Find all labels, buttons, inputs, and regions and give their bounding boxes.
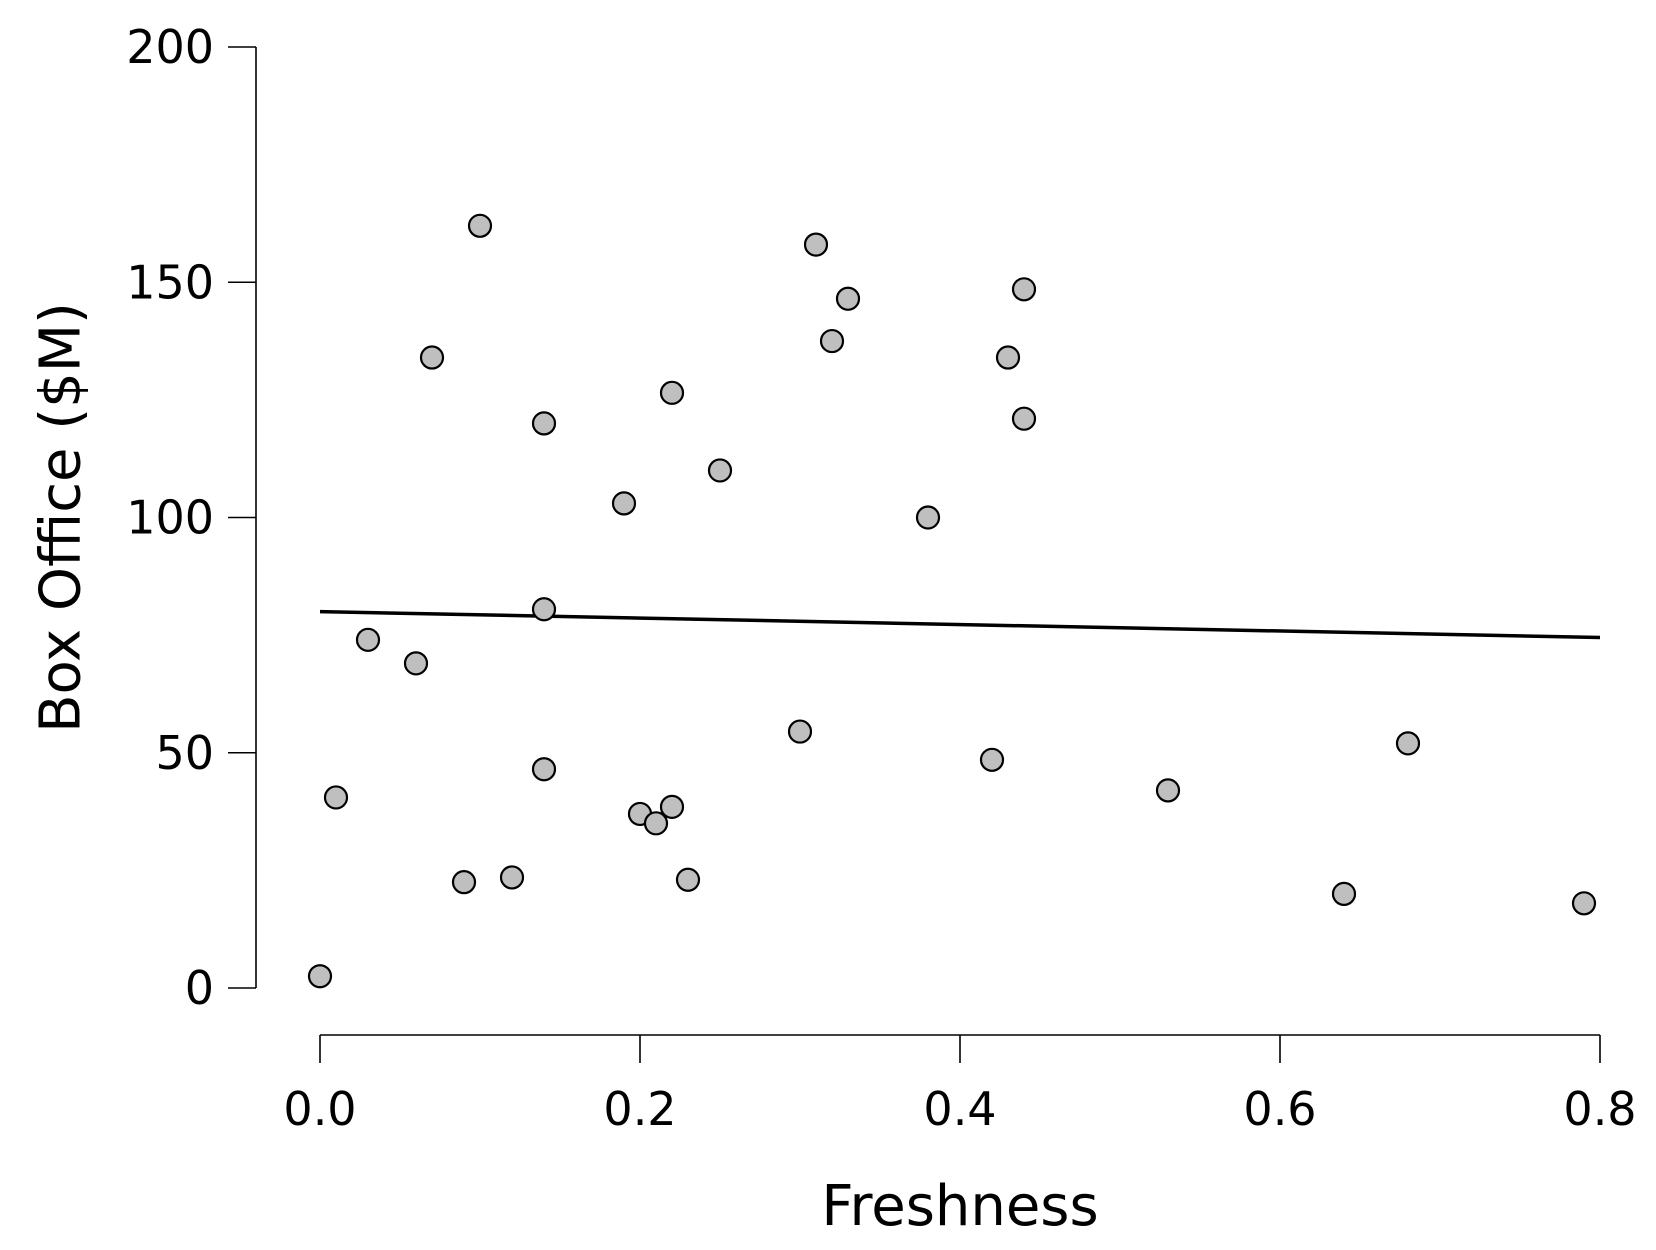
x-tick-label: 0.2	[603, 1082, 676, 1136]
data-point	[835, 286, 861, 311]
x-tick-label: 0.8	[1563, 1082, 1636, 1136]
data-point	[787, 719, 813, 744]
data-point	[979, 747, 1005, 772]
data-point	[915, 505, 941, 530]
data-point	[1331, 881, 1357, 907]
data-point	[451, 870, 477, 895]
data-point	[1571, 891, 1597, 916]
data-point	[995, 345, 1021, 370]
x-axis: 0.0 0.2 0.4 0.6 0.8	[283, 1034, 1637, 1136]
y-axis-title: Box Office ($M)	[29, 302, 94, 733]
y-tick-label: 0	[185, 961, 214, 1015]
data-point	[403, 651, 429, 676]
y-axis: 0 50 100 150 200	[126, 20, 257, 1015]
data-point	[531, 411, 557, 436]
data-point	[803, 232, 829, 257]
data-point	[611, 491, 637, 516]
data-point	[819, 328, 845, 354]
data-point	[307, 964, 333, 989]
y-tick-label: 50	[155, 726, 214, 780]
x-tick-label: 0.4	[923, 1082, 996, 1136]
data-point	[531, 757, 557, 782]
y-tick-label: 150	[126, 255, 214, 309]
data-point	[467, 213, 493, 238]
x-tick-label: 0.0	[283, 1082, 356, 1136]
data-point	[323, 785, 349, 810]
data-point	[1395, 731, 1421, 756]
y-tick-label: 100	[126, 491, 214, 545]
data-point	[531, 597, 557, 622]
data-point	[355, 627, 381, 652]
trend-line-group	[319, 609, 1601, 640]
data-point	[643, 811, 669, 836]
data-point	[419, 345, 445, 370]
y-tick-label: 200	[126, 20, 214, 74]
data-point	[1011, 277, 1037, 302]
data-point	[659, 380, 685, 405]
data-points	[307, 213, 1597, 989]
x-axis-title: Freshness	[821, 1174, 1098, 1239]
data-point	[499, 865, 525, 890]
data-point	[707, 458, 733, 483]
x-tick-label: 0.6	[1243, 1082, 1316, 1136]
data-point	[675, 867, 701, 892]
data-point	[659, 794, 685, 819]
data-point	[1155, 778, 1181, 803]
trend-line	[319, 609, 1601, 640]
data-point	[1011, 406, 1037, 431]
